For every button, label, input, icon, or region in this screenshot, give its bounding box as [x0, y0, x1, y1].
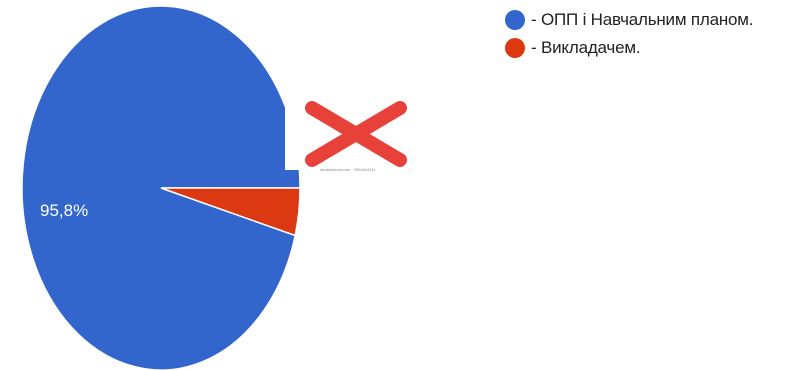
legend-swatch-icon: [505, 38, 525, 58]
legend-label: - Викладачем.: [531, 38, 641, 57]
slice-label-0: 95,8%: [40, 201, 88, 220]
red-x-icon: [305, 101, 407, 167]
legend-swatch-icon: [505, 10, 525, 30]
legend-item-lecturer[interactable]: - Викладачем.: [505, 38, 753, 58]
legend-item-opp[interactable]: - ОПП і Навчальним планом.: [505, 10, 753, 30]
stock-watermark-text: shutterstock.com · 2094424411: [320, 167, 376, 172]
chart-legend: - ОПП і Навчальним планом. - Викладачем.: [505, 10, 753, 58]
pie-slice-1[interactable]: [160, 187, 301, 237]
legend-label: - ОПП і Навчальним планом.: [531, 10, 754, 29]
